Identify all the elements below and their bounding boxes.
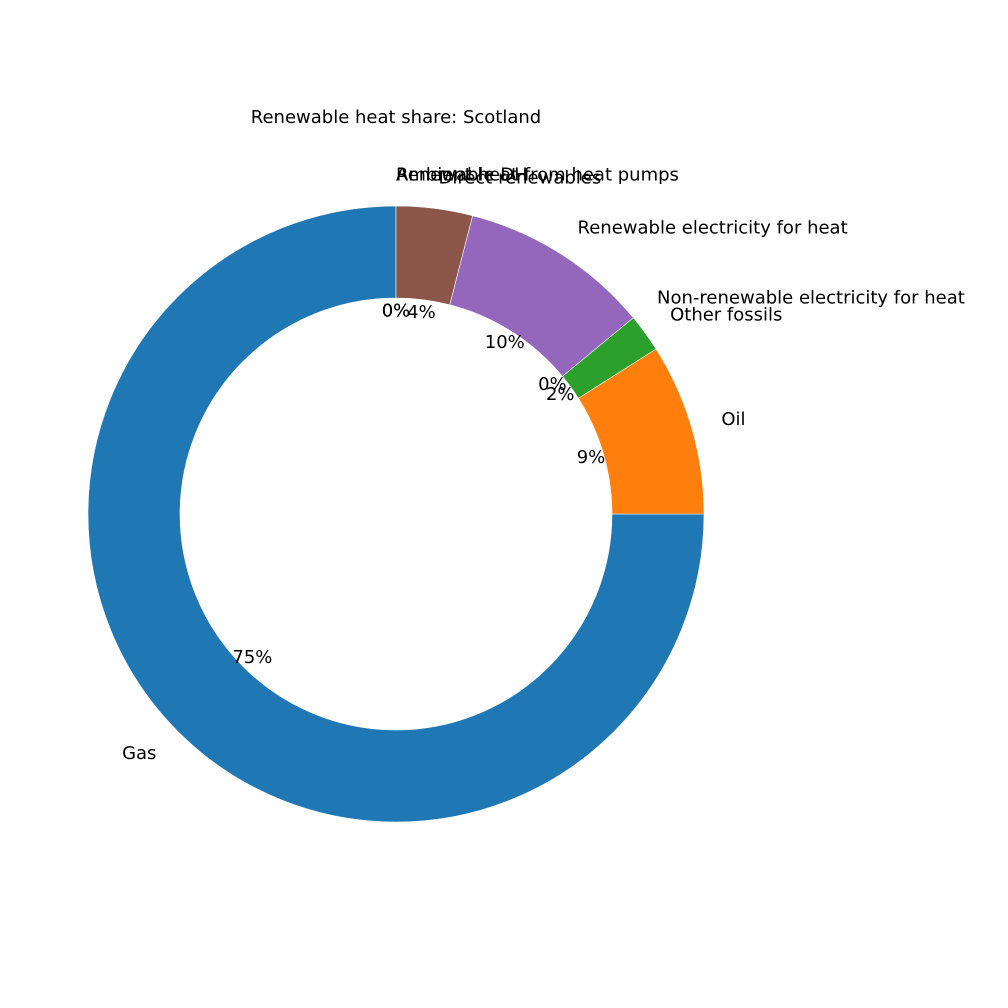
percentage-label-direct-renewables: 4% <box>407 302 436 323</box>
category-label-direct-renewables: Direct renewables <box>438 167 601 188</box>
category-label-renewable-electricity-for-heat: Renewable electricity for heat <box>578 217 848 238</box>
wedge-gas <box>87 205 705 823</box>
category-label-renewable-dh: Renewable DH <box>396 165 528 186</box>
percentage-label-non-renewable-electricity-for-heat: 0% <box>538 374 567 395</box>
category-label-oil: Oil <box>721 409 745 430</box>
chart-wedges <box>87 205 705 823</box>
percentage-label-ambient-heat-from-heat-pumps: 0% <box>382 300 411 321</box>
category-label-other-fossils: Other fossils <box>670 304 782 325</box>
chart-title: Renewable heat share: Scotland <box>251 107 541 128</box>
percentage-label-gas: 75% <box>232 647 272 668</box>
percentage-label-renewable-dh: 0% <box>382 300 411 321</box>
percentage-label-oil: 9% <box>577 447 606 468</box>
percentage-label-renewable-electricity-for-heat: 10% <box>485 332 525 353</box>
category-label-ambient-heat-from-heat-pumps: Ambient heat from heat pumps <box>396 165 679 186</box>
percentage-labels: 75%9%2%0%10%4%0%0% <box>232 300 605 668</box>
wedge-direct-renewables <box>395 205 473 306</box>
category-label-non-renewable-electricity-for-heat: Non-renewable electricity for heat <box>657 288 965 309</box>
category-label-gas: Gas <box>122 743 156 764</box>
percentage-label-other-fossils: 2% <box>546 384 575 405</box>
